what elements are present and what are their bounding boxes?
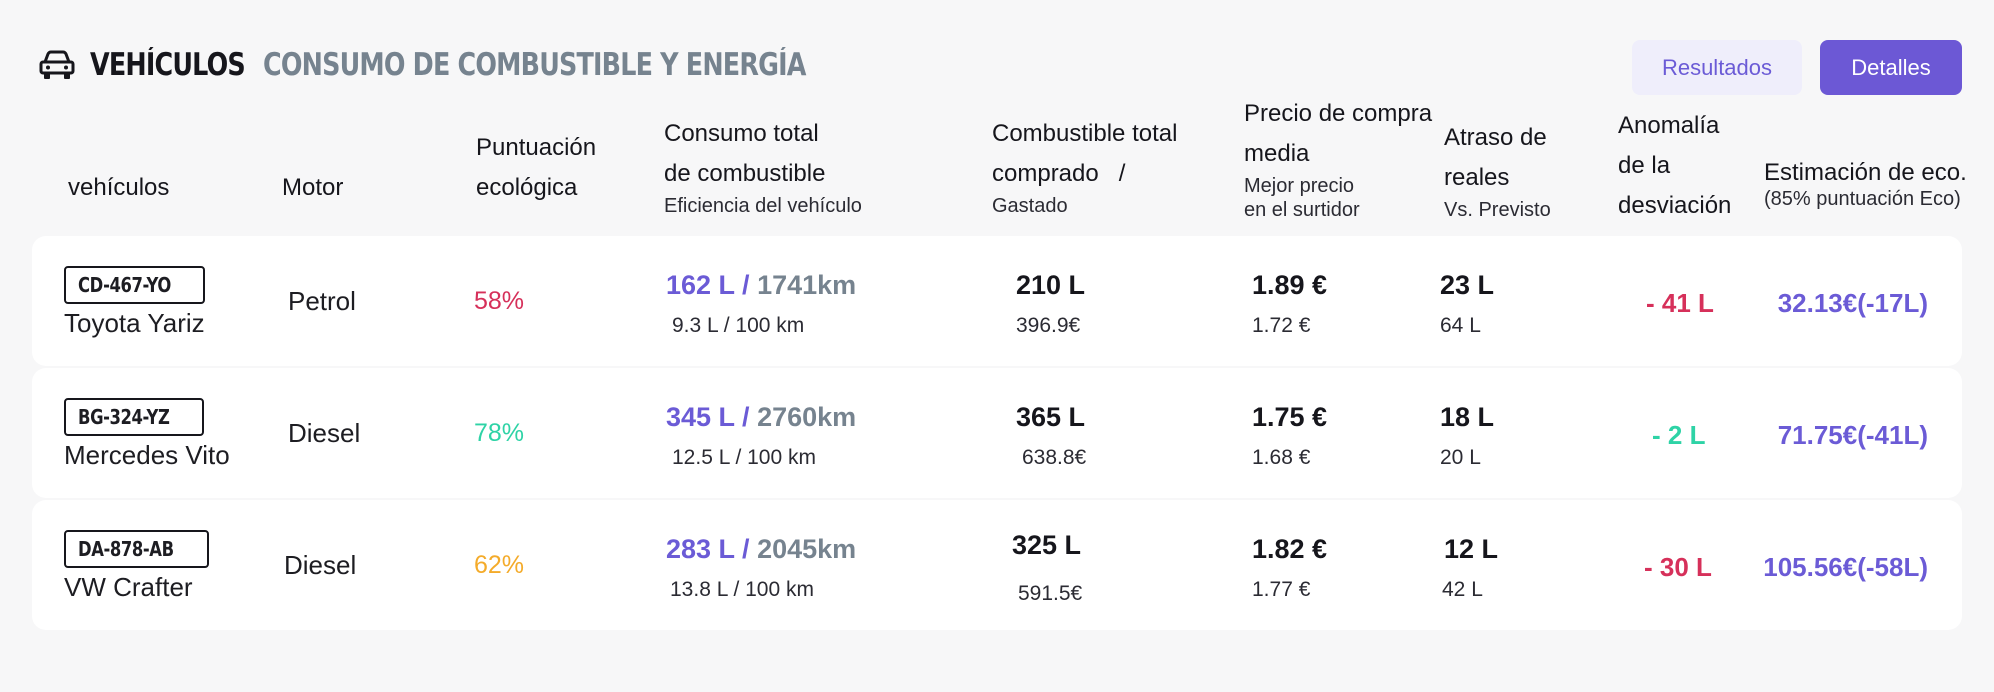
motor-type: Petrol xyxy=(288,286,356,316)
license-plate: DA-878-AB xyxy=(64,530,209,568)
results-button[interactable]: Resultados xyxy=(1632,40,1802,95)
column-header-vehicles[interactable]: vehículos xyxy=(68,174,170,201)
eco-score: 62% xyxy=(474,551,525,579)
fuel-purchased: 325 L xyxy=(1012,530,1082,560)
page-title: VEHÍCULOS xyxy=(90,47,246,83)
fuel-purchased: 210 L xyxy=(1016,270,1086,300)
eco-estimate: 71.75€(-41L) xyxy=(1777,420,1928,450)
table-row[interactable]: BG-324-YZ Mercedes Vito Diesel 78% 345 L… xyxy=(32,368,1962,498)
car-icon xyxy=(39,50,75,79)
fuel-spent: 396.9€ xyxy=(1016,314,1081,337)
vehicle-name: VW Crafter xyxy=(64,572,193,602)
column-header-price[interactable]: Precio de compra media Mejor precio en e… xyxy=(1244,100,1433,221)
planned-delay: 42 L xyxy=(1442,578,1483,601)
eco-estimate: 105.56€(-58L) xyxy=(1763,552,1928,582)
details-button[interactable]: Detalles xyxy=(1820,40,1962,95)
deviation-anomaly: - 2 L xyxy=(1652,420,1706,450)
best-price: 1.77 € xyxy=(1252,578,1311,601)
consumption-total: 283 L / 2045km xyxy=(666,534,857,564)
motor-type: Diesel xyxy=(284,550,357,580)
column-header-delay[interactable]: Atraso de reales Vs. Previsto xyxy=(1444,124,1551,221)
vehicle-name: Mercedes Vito xyxy=(64,440,230,470)
fuel-purchased: 365 L xyxy=(1016,402,1086,432)
real-delay: 23 L xyxy=(1440,270,1495,300)
planned-delay: 64 L xyxy=(1440,314,1481,337)
average-price: 1.75 € xyxy=(1252,402,1328,432)
eco-score: 58% xyxy=(474,287,525,315)
consumption-total: 345 L / 2760km xyxy=(666,402,857,432)
best-price: 1.72 € xyxy=(1252,314,1311,337)
eco-score: 78% xyxy=(474,419,525,447)
column-header-eco-score[interactable]: Puntuación ecológica xyxy=(476,134,597,201)
consumption-total: 162 L / 1741km xyxy=(666,270,857,300)
real-delay: 18 L xyxy=(1440,402,1495,432)
fuel-spent: 591.5€ xyxy=(1018,582,1083,605)
planned-delay: 20 L xyxy=(1440,446,1481,469)
vehicle-name: Toyota Yariz xyxy=(64,308,205,338)
column-header-motor[interactable]: Motor xyxy=(282,174,344,201)
average-price: 1.82 € xyxy=(1252,534,1328,564)
real-delay: 12 L xyxy=(1444,534,1499,564)
page-subtitle: CONSUMO DE COMBUSTIBLE Y ENERGÍA xyxy=(262,47,806,83)
table-row[interactable]: CD-467-YO Toyota Yariz Petrol 58% 162 L … xyxy=(32,236,1962,366)
license-plate: CD-467-YO xyxy=(64,266,206,304)
fuel-spent: 638.8€ xyxy=(1022,446,1087,469)
column-header-fuel[interactable]: Combustible total comprado / Gastado xyxy=(992,120,1178,217)
column-header-anomaly[interactable]: Anomalía de la desviación xyxy=(1618,112,1732,219)
page-header: VEHÍCULOS CONSUMO DE COMBUSTIBLE Y ENERG… xyxy=(38,40,925,90)
best-price: 1.68 € xyxy=(1252,446,1311,469)
table-row[interactable]: DA-878-AB VW Crafter Diesel 62% 283 L / … xyxy=(32,500,1962,630)
deviation-anomaly: - 41 L xyxy=(1646,288,1714,318)
motor-type: Diesel xyxy=(288,418,361,448)
vehicle-efficiency: 9.3 L / 100 km xyxy=(672,314,805,337)
column-header-consumption[interactable]: Consumo total de combustible Eficiencia … xyxy=(664,120,862,217)
vehicle-efficiency: 13.8 L / 100 km xyxy=(670,578,814,601)
average-price: 1.89 € xyxy=(1252,270,1328,300)
eco-estimate: 32.13€(-17L) xyxy=(1777,288,1928,318)
license-plate: BG-324-YZ xyxy=(64,398,204,436)
column-header-estimate[interactable]: Estimación de eco. (85% puntuación Eco) xyxy=(1764,159,1967,210)
deviation-anomaly: - 30 L xyxy=(1644,552,1712,582)
vehicle-efficiency: 12.5 L / 100 km xyxy=(672,446,816,469)
